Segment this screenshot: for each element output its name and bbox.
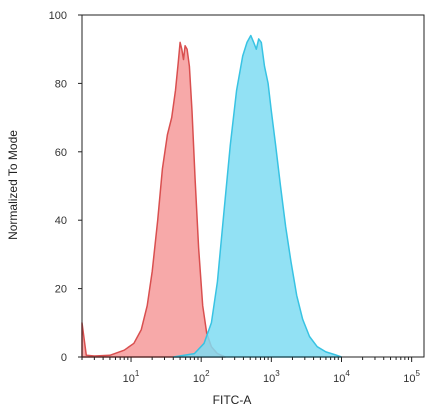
x-tick-label: 103 [263, 369, 280, 385]
y-tick-label: 20 [55, 284, 67, 296]
x-tick-label: 102 [193, 369, 210, 385]
y-tick-label: 100 [49, 10, 67, 22]
y-tick-label: 60 [55, 147, 67, 159]
x-tick-label: 101 [123, 369, 140, 385]
y-axis-label: Normalized To Mode [6, 130, 20, 240]
x-tick-label: 105 [403, 369, 420, 385]
y-tick-label: 40 [55, 215, 67, 227]
histogram-series-2 [172, 34, 343, 358]
y-tick-label: 80 [55, 78, 67, 90]
histogram-series-1 [81, 41, 226, 358]
y-tick-label: 0 [61, 352, 67, 364]
x-axis-label: FITC-A [213, 393, 252, 407]
x-tick-label: 104 [333, 369, 350, 385]
plot-frame [81, 14, 425, 358]
